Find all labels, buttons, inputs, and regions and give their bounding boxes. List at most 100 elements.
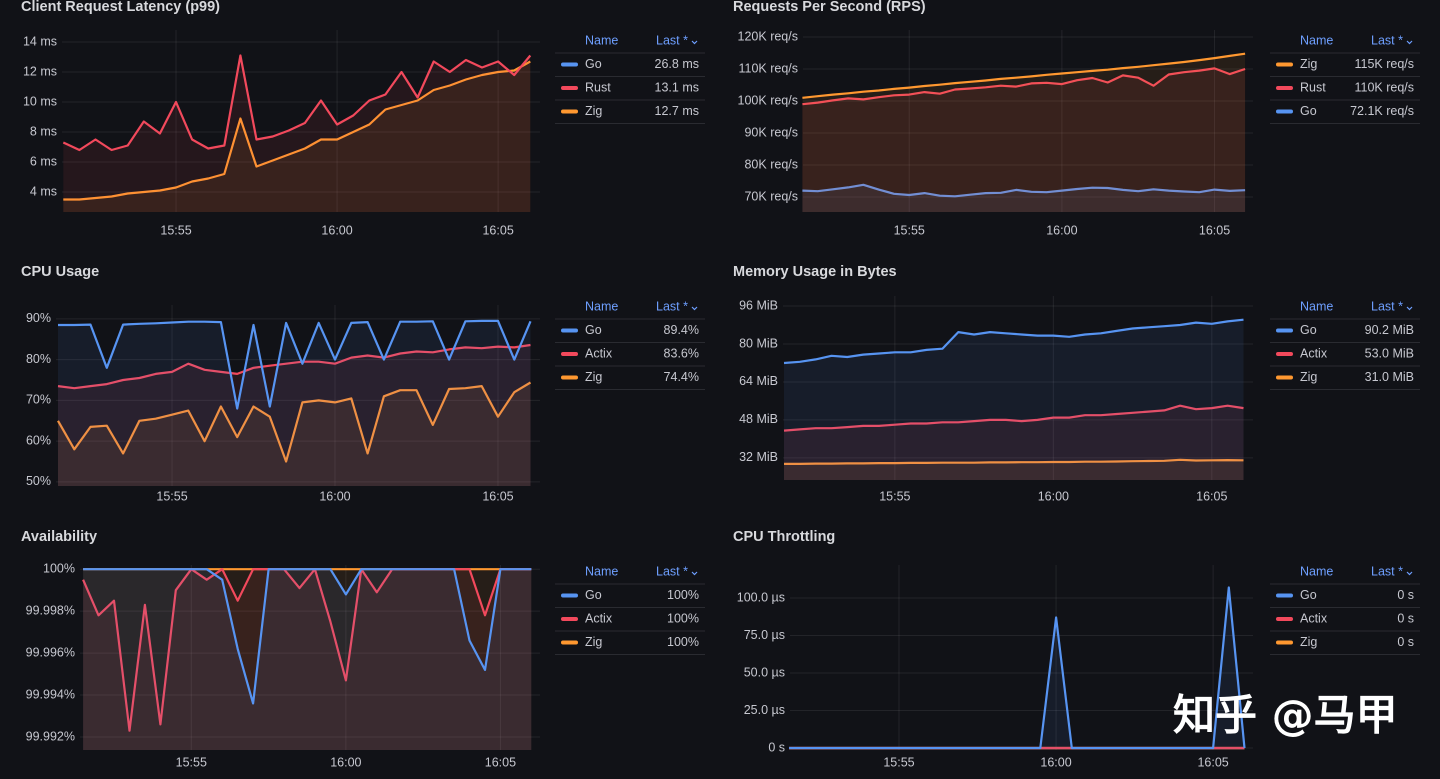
y-tick-label: 50% xyxy=(26,474,51,488)
y-tick-label: 48 MiB xyxy=(739,412,778,426)
series-line xyxy=(62,54,532,152)
legend-header[interactable]: Last * xyxy=(656,33,688,47)
legend-name[interactable]: Zig xyxy=(585,370,602,384)
panel: Memory Usage in Bytes 32 MiB 48 MiB 64 MiB 8… xyxy=(733,264,1420,503)
legend-last-value: 83.6% xyxy=(664,346,699,360)
legend-last-value: 110K req/s xyxy=(1354,80,1414,94)
sort-chevron xyxy=(1406,40,1413,45)
x-tick-label: 16:00 xyxy=(321,223,352,237)
series-line xyxy=(83,568,532,705)
legend-last-value: 100% xyxy=(667,588,699,602)
legend-header[interactable]: Name xyxy=(585,33,618,47)
legend: Name Last * Go 0 s Actix 0 s Zig 0 s xyxy=(1270,564,1420,655)
y-tick-label: 80K req/s xyxy=(744,157,798,171)
series-area xyxy=(784,405,1244,480)
sort-chevron xyxy=(691,306,698,311)
legend-name[interactable]: Zig xyxy=(1300,57,1317,71)
y-tick-label: 75.0 µs xyxy=(744,628,785,642)
panel: Availability 99.992% 99.994% 99.996% 99.998%… xyxy=(21,529,705,769)
series-line xyxy=(802,183,1246,198)
legend-header[interactable]: Name xyxy=(1300,299,1333,313)
x-tick-label: 16:00 xyxy=(1040,755,1071,769)
legend-last-value: 26.8 ms xyxy=(655,57,699,71)
legend-name[interactable]: Rust xyxy=(585,80,611,94)
legend-header[interactable]: Name xyxy=(1300,564,1333,578)
legend-name[interactable]: Zig xyxy=(1300,370,1317,384)
series-line xyxy=(802,67,1246,106)
series-line xyxy=(784,458,1244,465)
x-tick-label: 16:00 xyxy=(330,755,361,769)
series-area xyxy=(63,55,531,212)
legend-name[interactable]: Go xyxy=(585,323,602,337)
y-tick-label: 90% xyxy=(26,311,51,325)
legend-name[interactable]: Go xyxy=(585,57,602,71)
y-tick-label: 99.996% xyxy=(26,645,75,659)
legend-name[interactable]: Zig xyxy=(1300,635,1317,649)
x-tick-label: 15:55 xyxy=(160,223,191,237)
series-line xyxy=(57,343,531,390)
legend: Name Last * Go 90.2 MiB Actix 53.0 MiB Zig 31.0… xyxy=(1270,299,1420,390)
x-tick-label: 16:00 xyxy=(1046,223,1077,237)
legend-last-value: 100% xyxy=(667,611,699,625)
legend-last-value: 74.4% xyxy=(664,370,699,384)
legend-header[interactable]: Last * xyxy=(1371,564,1403,578)
legend: Name Last * Zig 115K req/s Rust 110K req/s Go 7… xyxy=(1270,33,1420,124)
x-tick-label: 16:05 xyxy=(485,755,516,769)
y-tick-label: 32 MiB xyxy=(739,450,778,464)
legend-name[interactable]: Actix xyxy=(1300,346,1328,360)
legend-header[interactable]: Last * xyxy=(656,299,688,313)
legend-name[interactable]: Actix xyxy=(1300,611,1328,625)
panel: CPU Usage 50% 60% 70% 80% 90% 15:55 16:00 16:05 N… xyxy=(21,264,705,503)
series-line xyxy=(783,318,1244,365)
legend-last-value: 53.0 MiB xyxy=(1365,346,1414,360)
legend-name[interactable]: Actix xyxy=(585,611,613,625)
series-area xyxy=(802,53,1246,213)
legend: Name Last * Go 26.8 ms Rust 13.1 ms Zig 12.7 ms xyxy=(555,33,705,124)
legend-header[interactable]: Name xyxy=(585,564,618,578)
legend-header[interactable]: Last * xyxy=(1371,33,1403,47)
legend-name[interactable]: Go xyxy=(1300,588,1317,602)
y-tick-label: 100K req/s xyxy=(738,93,798,107)
y-tick-label: 8 ms xyxy=(30,124,57,138)
legend-header[interactable]: Last * xyxy=(1371,299,1403,313)
panel-title: Memory Usage in Bytes xyxy=(733,264,897,280)
legend-name[interactable]: Actix xyxy=(585,346,613,360)
y-tick-label: 80% xyxy=(26,352,51,366)
legend-last-value: 89.4% xyxy=(664,323,699,337)
y-tick-label: 4 ms xyxy=(30,184,57,198)
legend-name[interactable]: Rust xyxy=(1300,80,1326,94)
legend-header[interactable]: Last * xyxy=(656,564,688,578)
legend-name[interactable]: Zig xyxy=(585,104,602,118)
legend-header[interactable]: Name xyxy=(1300,33,1333,47)
y-tick-label: 90K req/s xyxy=(744,125,798,139)
x-tick-label: 16:05 xyxy=(1197,755,1228,769)
y-tick-label: 110K req/s xyxy=(738,61,798,75)
legend-last-value: 90.2 MiB xyxy=(1365,323,1414,337)
legend-header[interactable]: Name xyxy=(585,299,618,313)
legend-last-value: 0 s xyxy=(1397,635,1414,649)
legend-name[interactable]: Go xyxy=(585,588,602,602)
y-tick-label: 100.0 µs xyxy=(737,590,785,604)
series-area xyxy=(58,345,531,486)
series-line xyxy=(802,52,1246,99)
legend-last-value: 0 s xyxy=(1397,588,1414,602)
y-tick-label: 99.998% xyxy=(26,603,75,617)
legend-name[interactable]: Go xyxy=(1300,323,1317,337)
series-area xyxy=(83,569,532,750)
y-tick-label: 80 MiB xyxy=(739,336,778,350)
y-tick-label: 96 MiB xyxy=(739,298,778,312)
legend-name[interactable]: Zig xyxy=(585,635,602,649)
y-tick-label: 25.0 µs xyxy=(744,703,785,717)
y-tick-label: 6 ms xyxy=(30,154,57,168)
x-tick-label: 15:55 xyxy=(883,755,914,769)
legend-name[interactable]: Go xyxy=(1300,104,1317,118)
sort-chevron xyxy=(691,40,698,45)
panel-title: CPU Throttling xyxy=(733,529,835,545)
legend: Name Last * Go 89.4% Actix 83.6% Zig 74.4% xyxy=(555,299,705,390)
y-tick-label: 10 ms xyxy=(23,94,57,108)
y-tick-label: 0 s xyxy=(768,740,785,754)
series-area xyxy=(784,459,1244,480)
series-line xyxy=(58,319,532,410)
y-tick-label: 100% xyxy=(43,561,75,575)
